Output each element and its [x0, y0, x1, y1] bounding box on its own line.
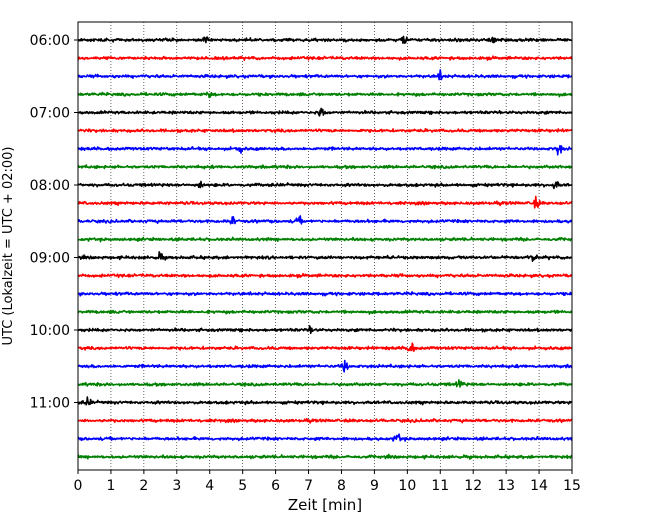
- x-tick-label: 9: [370, 478, 379, 494]
- seismic-trace: [77, 180, 573, 190]
- y-tick-label: 09:00: [30, 251, 70, 267]
- seismic-trace: [77, 359, 573, 373]
- seismic-trace: [77, 215, 573, 225]
- seismic-trace: [77, 164, 573, 170]
- y-tick-label: 10:00: [30, 323, 70, 339]
- x-tick-label: 3: [172, 478, 181, 494]
- x-tick-label: 7: [304, 478, 313, 494]
- seismic-trace: [77, 91, 573, 99]
- x-tick-label: 0: [74, 478, 83, 494]
- tick-layer: 0 1 2 3 4 5 6 7 8 9 10 11 12 13 14 1506:0007:0008:0009:…: [30, 33, 581, 494]
- x-tick-label: 5: [238, 478, 247, 494]
- seismic-trace: [77, 69, 573, 81]
- seismic-trace: [77, 433, 573, 442]
- seismic-trace: [77, 309, 573, 315]
- seismic-trace: [77, 55, 573, 61]
- x-tick-label: 14: [530, 478, 548, 494]
- seismic-trace: [77, 107, 573, 117]
- seismic-trace: [77, 251, 573, 262]
- x-tick-label: 12: [464, 478, 482, 494]
- x-tick-label: 8: [337, 478, 346, 494]
- y-tick-label: 11:00: [30, 396, 70, 412]
- seismic-trace: [77, 195, 573, 209]
- seismic-trace: [77, 325, 573, 335]
- x-tick-label: 15: [563, 478, 581, 494]
- seismic-trace: [77, 379, 573, 388]
- x-tick-label: 13: [497, 478, 515, 494]
- seismic-trace: [77, 236, 573, 243]
- seismic-trace: [77, 35, 573, 44]
- y-axis-label: UTC (Lokalzeit = UTC + 02:00): [1, 147, 16, 346]
- seismic-trace: [77, 453, 573, 460]
- seismic-trace: [77, 291, 573, 297]
- y-tick-label: 08:00: [30, 178, 70, 194]
- y-tick-label: 07:00: [30, 106, 70, 122]
- plot-frame: [77, 21, 573, 471]
- y-tick-label: 06:00: [30, 33, 70, 49]
- x-axis-label: Zeit [min]: [288, 496, 362, 514]
- seismic-trace: [77, 396, 573, 406]
- seismic-trace: [77, 342, 573, 352]
- x-tick-label: 1: [106, 478, 115, 494]
- seismic-trace: [77, 272, 573, 279]
- seismic-trace: [77, 144, 573, 156]
- x-tick-label: 10: [398, 478, 416, 494]
- seismic-trace: [77, 127, 573, 134]
- x-tick-label: 6: [271, 478, 280, 494]
- x-tick-label: 2: [139, 478, 148, 494]
- seismic-trace: [77, 417, 573, 424]
- x-tick-label: 4: [205, 478, 214, 494]
- trace-layer: [77, 35, 573, 460]
- x-tick-label: 11: [431, 478, 449, 494]
